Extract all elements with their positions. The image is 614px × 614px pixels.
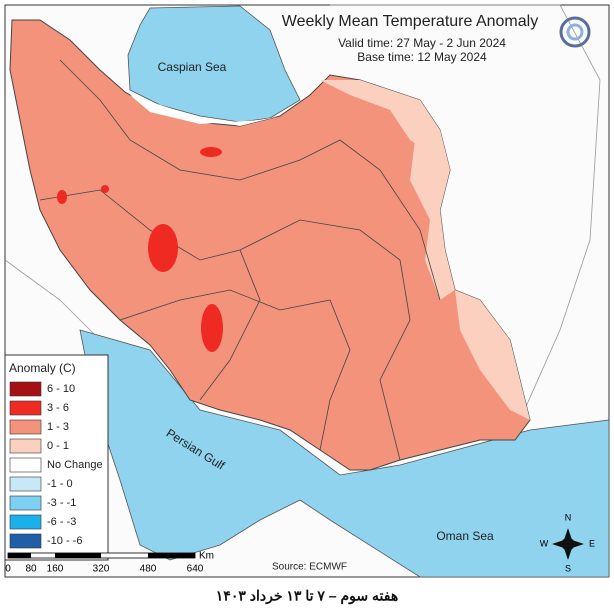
logo xyxy=(559,16,591,48)
legend-label: 1 - 3 xyxy=(47,421,69,433)
scale-tick-label: 80 xyxy=(25,564,37,575)
legend-swatch xyxy=(9,533,42,549)
legend-swatch xyxy=(9,476,42,492)
sea-label: Oman Sea xyxy=(436,529,494,543)
base-time: Base time: 12 May 2024 xyxy=(357,50,487,64)
legend-swatch xyxy=(9,419,42,435)
scale-tick-label: 640 xyxy=(187,564,204,575)
legend-label: -1 - 0 xyxy=(47,478,73,490)
legend-label: -10 - -6 xyxy=(47,535,82,547)
light-area xyxy=(320,80,450,170)
hot-spot xyxy=(57,190,67,204)
footer: هفته سوم – ۷ تا ۱۳ خرداد ۱۴۰۳ xyxy=(216,588,398,605)
scale-tick-label: 320 xyxy=(93,564,110,575)
province-line xyxy=(199,249,261,401)
legend-title: Anomaly (C) xyxy=(9,361,76,375)
legend-swatch xyxy=(9,495,42,511)
compass: N S E W xyxy=(540,512,595,573)
scale-unit: Km xyxy=(199,551,214,562)
scale-bar: Km 0 80 160 320 480 640 xyxy=(5,551,214,575)
legend-swatch xyxy=(9,400,42,416)
legend-swatch xyxy=(9,514,42,530)
province-line xyxy=(39,189,411,461)
legend-label: No Change xyxy=(47,459,103,471)
legend-label: 6 - 10 xyxy=(47,383,75,395)
border xyxy=(4,4,601,421)
scale-tick-label: 0 xyxy=(5,564,11,575)
hot-spot xyxy=(148,224,178,272)
legend-swatch xyxy=(9,457,42,473)
legend: Anomaly (C) 6 - 10 3 - 6 1 - 3 0 - 1 No Chan… xyxy=(4,354,109,561)
compass-n: N xyxy=(565,512,572,522)
legend-label: 3 - 6 xyxy=(47,402,69,414)
valid-time: Valid time: 27 May - 2 Jun 2024 xyxy=(338,36,506,50)
compass-s: S xyxy=(565,563,571,573)
sea-label: Caspian Sea xyxy=(158,60,227,74)
legend-label: -3 - -1 xyxy=(47,497,76,509)
province-line xyxy=(119,289,351,451)
province-line xyxy=(59,59,441,301)
legend-swatch xyxy=(9,438,42,454)
hot-spot xyxy=(101,185,109,193)
persian-gulf-oman-sea xyxy=(79,329,610,578)
compass-e: E xyxy=(589,538,595,548)
compass-w: W xyxy=(540,538,549,548)
hot-spot xyxy=(200,147,222,157)
hot-spot xyxy=(201,304,223,352)
scale-tick-label: 160 xyxy=(47,564,64,575)
legend-swatch xyxy=(9,381,42,397)
no-change-area xyxy=(130,95,280,126)
title: Weekly Mean Temperature Anomaly xyxy=(282,13,538,30)
light-area xyxy=(410,130,455,300)
source: Source: ECMWF xyxy=(272,562,347,573)
scale-tick-label: 480 xyxy=(140,564,157,575)
legend-label: -6 - -3 xyxy=(47,516,76,528)
legend-label: 0 - 1 xyxy=(47,440,69,452)
light-area xyxy=(455,290,530,420)
